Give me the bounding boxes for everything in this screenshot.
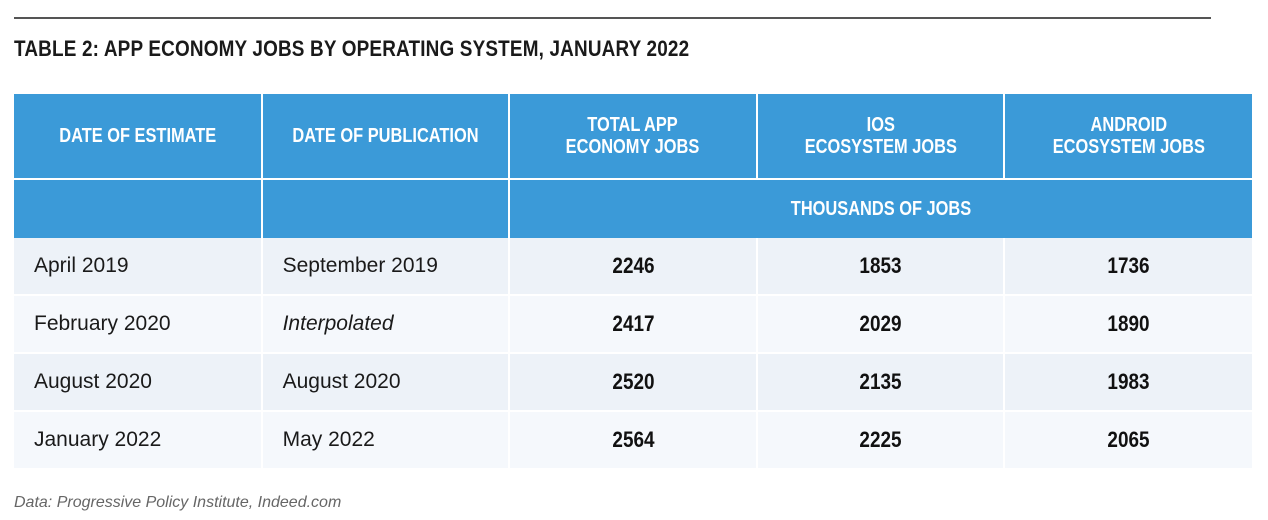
cell-date-of-publication: August 2020	[261, 353, 511, 412]
column-header-date-of-estimate: DATE OF ESTIMATE	[14, 94, 263, 180]
cell-total-jobs: 2520	[509, 353, 758, 412]
cell-date-of-estimate: February 2020	[14, 295, 263, 354]
column-header-ios-ecosystem-jobs: IOS ECOSYSTEM JOBS	[756, 94, 1006, 180]
header-row: DATE OF ESTIMATE DATE OF PUBLICATION TOT…	[14, 94, 1252, 180]
column-header-android-ecosystem-jobs: ANDROID ECOSYSTEM JOBS	[1004, 94, 1252, 180]
column-header-date-of-publication: DATE OF PUBLICATION	[261, 94, 511, 180]
units-spacer-1	[14, 179, 263, 238]
jobs-table: DATE OF ESTIMATE DATE OF PUBLICATION TOT…	[14, 94, 1252, 470]
cell-ios-jobs: 2029	[756, 295, 1006, 354]
cell-date-of-estimate: January 2022	[14, 411, 263, 470]
cell-total-jobs: 2564	[509, 411, 758, 470]
units-spacer-2	[261, 179, 511, 238]
table-row: August 2020 August 2020 2520 2135 1983	[14, 353, 1252, 412]
cell-total-jobs: 2417	[509, 295, 758, 354]
table-row: January 2022 May 2022 2564 2225 2065	[14, 411, 1252, 470]
units-label: THOUSANDS OF JOBS	[509, 179, 1252, 238]
table-row: April 2019 September 2019 2246 1853 1736	[14, 238, 1252, 296]
cell-date-of-estimate: April 2019	[14, 238, 263, 296]
units-row: THOUSANDS OF JOBS	[14, 179, 1252, 238]
table-row: February 2020 Interpolated 2417 2029 189…	[14, 295, 1252, 354]
cell-total-jobs: 2246	[509, 238, 758, 296]
cell-date-of-publication: September 2019	[261, 238, 511, 296]
top-rule	[14, 17, 1211, 19]
cell-date-of-publication: May 2022	[261, 411, 511, 470]
cell-date-of-estimate: August 2020	[14, 353, 263, 412]
column-header-total-app-economy-jobs: TOTAL APP ECONOMY JOBS	[509, 94, 758, 180]
cell-android-jobs: 2065	[1004, 411, 1252, 470]
source-note: Data: Progressive Policy Institute, Inde…	[14, 494, 342, 511]
cell-android-jobs: 1983	[1004, 353, 1252, 412]
cell-android-jobs: 1736	[1004, 238, 1252, 296]
table-title: TABLE 2: APP ECONOMY JOBS BY OPERATING S…	[14, 36, 690, 61]
cell-date-of-publication: Interpolated	[261, 295, 511, 354]
cell-ios-jobs: 2225	[756, 411, 1006, 470]
cell-ios-jobs: 1853	[756, 238, 1006, 296]
cell-android-jobs: 1890	[1004, 295, 1252, 354]
cell-ios-jobs: 2135	[756, 353, 1006, 412]
